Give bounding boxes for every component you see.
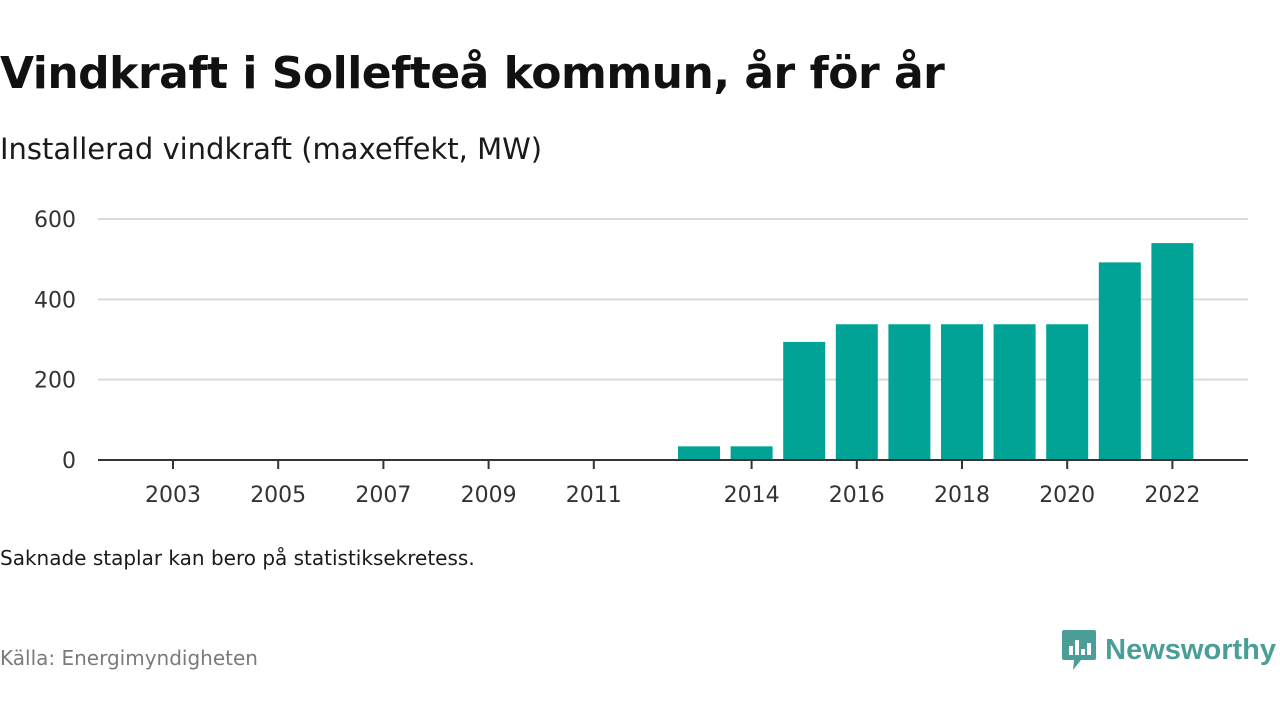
footnote: Saknade staplar kan bero på statistiksek… bbox=[0, 546, 475, 570]
bar-2016 bbox=[835, 324, 878, 460]
bar-2013 bbox=[678, 446, 720, 460]
x-axis bbox=[98, 459, 1248, 469]
x-tick-label: 2014 bbox=[724, 483, 780, 508]
newsworthy-logo-icon bbox=[1062, 630, 1097, 670]
x-axis-labels: 2003 2005 2007 2009 2011 2014 2016 2018 2020 2022 bbox=[145, 483, 1200, 508]
x-tick-label: 2020 bbox=[1039, 483, 1095, 508]
source-credit: Källa: Energimyndigheten bbox=[0, 646, 258, 670]
x-tick-label: 2016 bbox=[829, 483, 885, 508]
bar-2019 bbox=[993, 324, 1036, 460]
y-tick-label: 200 bbox=[34, 369, 76, 394]
bar-2021 bbox=[1098, 262, 1141, 460]
y-tick-label: 0 bbox=[62, 449, 76, 474]
bars bbox=[678, 243, 1194, 460]
bar-2017 bbox=[888, 324, 931, 460]
y-tick-label: 600 bbox=[34, 208, 76, 233]
y-axis-labels: 0 200 400 600 bbox=[34, 208, 76, 474]
bar-2022 bbox=[1151, 243, 1194, 460]
y-tick-label: 400 bbox=[34, 288, 76, 313]
x-tick-label: 2005 bbox=[250, 483, 306, 508]
brand-logo: Newsworthy bbox=[1061, 628, 1276, 672]
brand-name: Newsworthy bbox=[1105, 633, 1276, 666]
chart-subtitle: Installerad vindkraft (maxeffekt, MW) bbox=[0, 132, 543, 166]
bar-2014 bbox=[730, 446, 773, 460]
bar-2018 bbox=[941, 324, 983, 460]
x-tick-label: 2018 bbox=[934, 483, 990, 508]
x-tick-label: 2022 bbox=[1144, 483, 1200, 508]
bar-2020 bbox=[1046, 324, 1089, 460]
x-tick-label: 2011 bbox=[566, 483, 622, 508]
x-tick-label: 2003 bbox=[145, 483, 201, 508]
chart-title: Vindkraft i Sollefteå kommun, år för år bbox=[0, 48, 945, 99]
x-tick-label: 2007 bbox=[355, 483, 411, 508]
bar-2015 bbox=[783, 341, 826, 460]
x-tick-label: 2009 bbox=[461, 483, 517, 508]
